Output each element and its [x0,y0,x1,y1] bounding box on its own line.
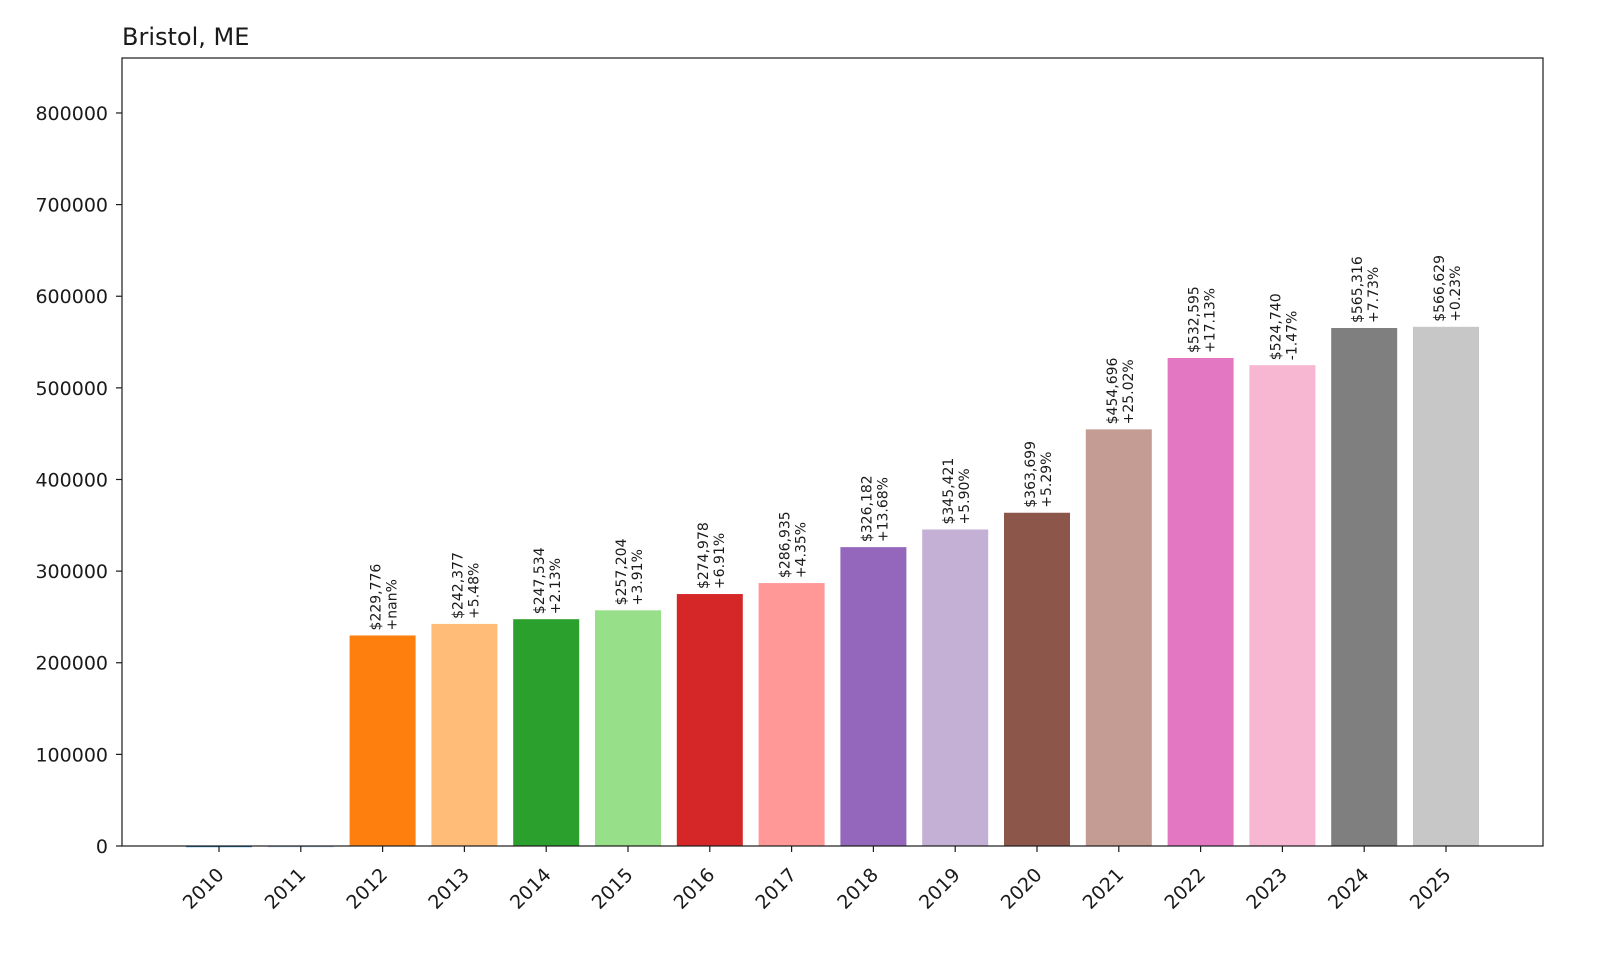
y-axis: 0 100000 200000 300000 400000 500000 600000 700… [35,103,122,858]
change-label-2018: +13.68% [875,477,891,542]
chart-title: Bristol, ME [122,23,249,51]
y-tick-label: 300000 [35,561,108,583]
change-label-2014: +2.13% [548,558,564,614]
change-label-2023: -1.47% [1284,311,1300,361]
bar-2017 [758,583,825,846]
bar-annotations: $229,776 +nan% $242,377 +5.48% $247,534 +2.13… [369,255,1464,630]
bar-2018 [840,547,907,846]
bar-2016 [676,594,743,846]
change-label-2015: +3.91% [630,549,646,605]
bar-2015 [595,610,661,846]
value-label-2022: $532,595 [1187,286,1203,353]
value-label-2015: $257,204 [614,538,630,605]
bar-2022 [1167,357,1234,846]
bar-2020 [1004,512,1070,846]
bar-2021 [1085,429,1152,846]
value-label-2018: $326,182 [859,475,875,542]
change-label-2013: +5.48% [466,563,482,619]
y-tick-label: 400000 [35,469,108,491]
bar-series [186,326,1479,848]
y-tick-label: 200000 [35,653,108,675]
change-label-2021: +25.02% [1121,359,1137,424]
value-label-2012: $229,776 [369,564,385,631]
change-label-2019: +5.90% [957,468,973,524]
y-tick-label: 0 [96,836,108,858]
value-label-2016: $274,978 [696,522,712,589]
value-label-2013: $242,377 [450,552,466,619]
change-label-2022: +17.13% [1203,288,1219,353]
y-tick-label: 600000 [35,286,108,308]
change-label-2025: +0.23% [1448,266,1464,322]
bar-2014 [513,619,580,846]
y-tick-label: 700000 [35,195,108,217]
change-label-2012: +nan% [385,579,401,630]
value-label-2024: $565,316 [1350,256,1366,323]
change-label-2017: +4.35% [794,522,810,578]
value-label-2025: $566,629 [1432,255,1448,322]
value-label-2017: $286,935 [778,511,794,578]
plot-frame [121,57,1544,847]
value-label-2020: $363,699 [1023,441,1039,508]
change-label-2016: +6.91% [712,533,728,589]
value-label-2014: $247,534 [532,547,548,614]
change-label-2020: +5.29% [1039,452,1055,508]
change-label-2024: +7.73% [1366,267,1382,323]
bar-2019 [922,529,989,846]
value-label-2023: $524,740 [1268,293,1284,360]
y-tick-label: 500000 [35,378,108,400]
bar-2012 [349,635,416,846]
bar-2025 [1413,326,1479,846]
y-tick-label: 100000 [35,744,108,766]
value-label-2019: $345,421 [941,458,957,525]
y-tick-label: 800000 [35,103,108,125]
bar-2013 [431,623,498,846]
bar-2023 [1249,365,1316,846]
value-label-2021: $454,696 [1105,357,1121,424]
bar-2024 [1331,328,1398,846]
